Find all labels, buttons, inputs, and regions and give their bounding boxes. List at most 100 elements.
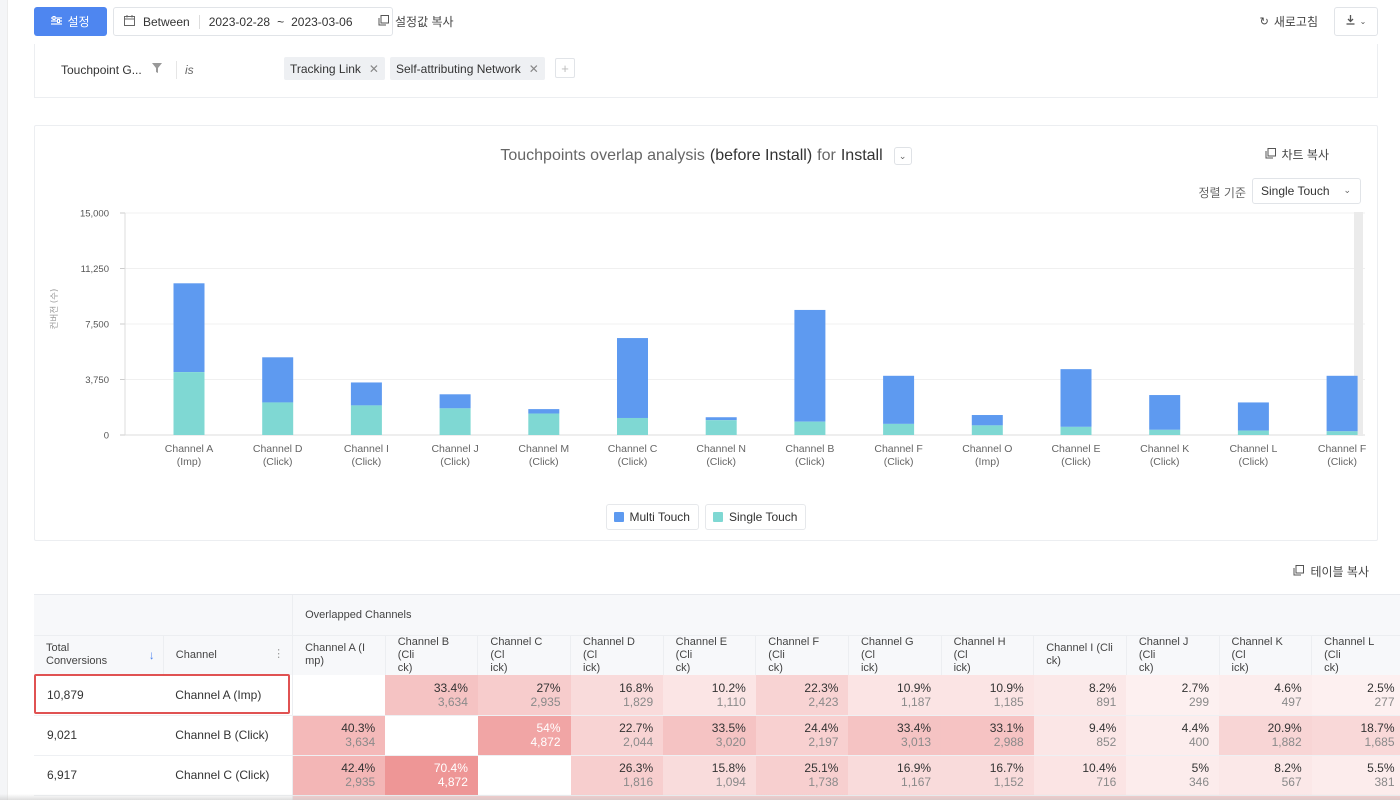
overlap-percent: 22.3% xyxy=(804,680,839,695)
overlap-count: 1,094 xyxy=(715,775,746,789)
event-dropdown[interactable]: ⌄ xyxy=(893,147,912,165)
overlap-count: 277 xyxy=(1374,694,1395,709)
overlap-cell: 8.2% 891 xyxy=(1033,675,1127,716)
funnel-icon[interactable] xyxy=(152,63,162,76)
overlap-cell: 16.8% 1,829 xyxy=(570,675,664,716)
kebab-menu-icon[interactable]: ⋮ xyxy=(273,647,285,660)
chart-title-event: Install xyxy=(840,147,883,164)
copy-table-button[interactable]: 테이블 복사 xyxy=(1293,563,1369,580)
bar-single-touch xyxy=(173,372,205,435)
overlap-count: 2,935 xyxy=(345,775,376,789)
bar-multi-touch xyxy=(1060,369,1092,427)
column-header-overlap[interactable]: Channel J (Cli ck) xyxy=(1126,634,1220,675)
column-header-overlap[interactable]: Channel D (Cl ick) xyxy=(570,634,664,675)
filter-divider xyxy=(176,61,177,79)
y-tick-label: 7,500 xyxy=(85,320,109,331)
add-filter-value-button[interactable]: + xyxy=(555,58,575,78)
x-tick-label: Channel A xyxy=(165,443,213,455)
overlap-cell: 15.8% 1,094 xyxy=(663,755,756,796)
overlap-cell: 10.4% 716 xyxy=(1033,755,1127,796)
x-tick-label: Channel I xyxy=(344,443,389,455)
overlap-count: 1,816 xyxy=(623,775,654,789)
column-header-overlap[interactable]: Channel B (Cli ck) xyxy=(385,634,479,675)
x-tick-label: (Click) xyxy=(884,456,914,468)
column-header-overlap[interactable]: Channel H (Cl ick) xyxy=(941,634,1035,675)
copy-chart-button[interactable]: 차트 복사 xyxy=(1265,146,1330,163)
overlap-cell: 20.9% 1,882 xyxy=(1219,715,1312,756)
x-tick-label: Channel K xyxy=(1140,443,1189,455)
copy-chart-label: 차트 복사 xyxy=(1281,148,1330,162)
table-row[interactable]: 9,021 Channel B (Click) 40.3% 3,634 54% 4,872… xyxy=(34,715,1400,756)
overlap-percent: 70.4% xyxy=(433,761,468,775)
bar-single-touch xyxy=(528,413,560,435)
overlap-percent: 10.9% xyxy=(989,680,1024,695)
column-header-overlap[interactable]: Channel G (Cl ick) xyxy=(848,634,942,675)
channel-cell: Channel B (Click) xyxy=(163,715,294,756)
legend-multi-touch[interactable]: Multi Touch xyxy=(605,504,699,530)
refresh-button[interactable]: ↻ 새로고침 xyxy=(1260,7,1318,36)
overlap-percent: 33.5% xyxy=(711,721,746,735)
table-row[interactable]: 10,879 Channel A (Imp) 33.4% 3,634 27% 2,935 1… xyxy=(34,675,1400,716)
column-header-overlap[interactable]: Channel L (Cli ck) xyxy=(1311,634,1400,675)
overlap-cell: 9.4% 852 xyxy=(1033,715,1127,756)
settings-button[interactable]: 설정 xyxy=(34,7,107,36)
column-header-overlap[interactable]: Channel F (Cli ck) xyxy=(755,634,849,675)
column-header-channel[interactable]: Channel ⋮ xyxy=(163,634,294,675)
overlap-cell: 25.1% 1,738 xyxy=(755,755,849,796)
column-header-overlap[interactable]: Channel I (Cli ck) xyxy=(1033,634,1127,675)
overlap-cell: 22.3% 2,423 xyxy=(755,675,849,716)
header-text: Channel K (Cl xyxy=(1231,635,1283,661)
filter-operator[interactable]: is xyxy=(185,63,194,77)
overlap-count: 400 xyxy=(1188,735,1209,749)
sort-select[interactable]: Single Touch ⌄ xyxy=(1252,178,1361,204)
bar-single-touch xyxy=(350,405,382,435)
overlap-count: 1,882 xyxy=(1271,735,1302,749)
table-row[interactable]: 6,917 Channel C (Click) 42.4% 2,935 70.4% 4,8… xyxy=(34,755,1400,796)
overlap-cell: 33.1% 2,988 xyxy=(941,715,1034,756)
overlap-count: 4,872 xyxy=(530,735,561,749)
bar-multi-touch xyxy=(705,417,737,421)
overlap-percent: 16.7% xyxy=(989,761,1024,775)
close-icon[interactable]: ✕ xyxy=(368,61,379,76)
copy-settings-button[interactable]: 설정값 복사 xyxy=(378,7,454,36)
bar-multi-touch xyxy=(173,283,205,373)
x-tick-label: (Click) xyxy=(618,456,648,468)
x-tick-label: (Click) xyxy=(706,456,736,468)
legend-label: Single Touch xyxy=(728,510,798,524)
overlap-percent: 26.3% xyxy=(619,761,654,775)
overlap-count: 716 xyxy=(1096,775,1117,789)
overlap-cell: 70.4% 4,872 xyxy=(385,755,478,796)
header-text: Channel C (Cl xyxy=(490,635,543,661)
bar-multi-touch xyxy=(262,357,294,403)
download-button[interactable]: ⌄ xyxy=(1334,7,1378,36)
legend-single-touch[interactable]: Single Touch xyxy=(704,504,807,530)
overlap-cell: 24.4% 2,197 xyxy=(755,715,849,756)
bar-single-touch xyxy=(1237,430,1269,435)
bottom-fade xyxy=(0,794,1400,800)
column-header-overlap[interactable]: Channel E (Cli ck) xyxy=(663,634,757,675)
bar-single-touch xyxy=(971,425,1003,435)
chevron-down-icon: ⌄ xyxy=(1343,185,1351,195)
column-header-total[interactable]: Total Conversions ↓ xyxy=(34,634,164,675)
close-icon[interactable]: ✕ xyxy=(528,61,539,76)
bar-multi-touch xyxy=(794,309,826,422)
column-header-overlap[interactable]: Channel C (Cl ick) xyxy=(477,634,572,675)
overlap-count: 1,110 xyxy=(716,694,746,709)
overlap-cell: 10.2% 1,110 xyxy=(663,675,756,716)
filter-field[interactable]: Touchpoint G... xyxy=(61,63,142,77)
date-range-picker[interactable]: Between 2023-02-28 ~ 2023-03-06 xyxy=(113,7,393,36)
overlap-count: 3,634 xyxy=(437,694,468,709)
x-tick-label: Channel C xyxy=(608,443,658,455)
x-tick-label: Channel F xyxy=(1318,443,1366,455)
sort-descending-icon[interactable]: ↓ xyxy=(148,647,155,662)
header-text: ck) xyxy=(1324,661,1339,674)
overlap-count: 497 xyxy=(1281,694,1302,709)
x-tick-label: (Click) xyxy=(1061,456,1091,468)
column-header-overlap[interactable]: Channel K (Cl ick) xyxy=(1219,634,1313,675)
overlap-percent: 16.8% xyxy=(619,680,654,695)
x-tick-label: (Click) xyxy=(263,456,293,468)
overlap-count: 1,187 xyxy=(901,694,932,709)
column-header-overlap[interactable]: Channel A (I mp) xyxy=(292,634,386,675)
overlap-cell: 10.9% 1,185 xyxy=(941,675,1034,716)
header-text: ck) xyxy=(397,661,413,674)
